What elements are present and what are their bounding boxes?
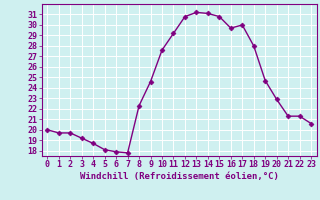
X-axis label: Windchill (Refroidissement éolien,°C): Windchill (Refroidissement éolien,°C) xyxy=(80,172,279,181)
